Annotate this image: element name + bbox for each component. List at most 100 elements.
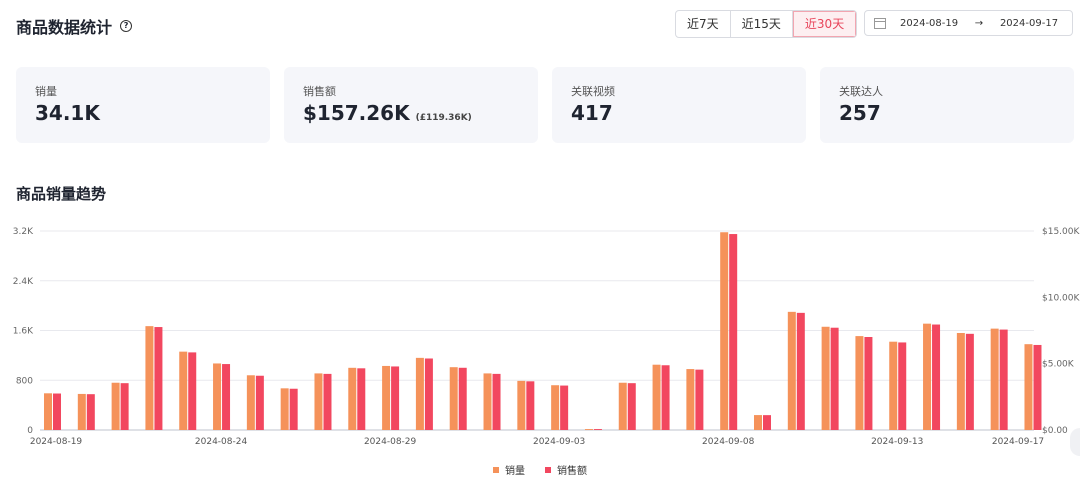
- left-axis-tick-label: 3.2K: [13, 227, 34, 237]
- date-end[interactable]: 2024-09-17: [999, 17, 1059, 29]
- date-arrow-icon: →: [974, 17, 984, 29]
- x-axis-tick-label: 2024-08-19: [30, 437, 83, 447]
- range-selector: 近7天 近15天 近30天: [675, 10, 858, 38]
- stat-card-related-creators: 关联达人 257: [820, 67, 1074, 143]
- scroll-handle[interactable]: [1070, 428, 1080, 456]
- bar-sales-volume: [44, 393, 52, 430]
- range-7-days-button[interactable]: 近7天: [676, 11, 731, 37]
- bar-sales-amount: [593, 429, 602, 430]
- bar-sales-amount: [830, 327, 839, 430]
- page-title-text: 商品数据统计: [16, 18, 113, 37]
- stat-sub-value: (£119.36K): [415, 113, 472, 123]
- stat-value: $157.26K (£119.36K): [303, 101, 472, 125]
- x-axis-tick-label: 2024-09-13: [871, 437, 923, 447]
- right-axis-tick-label: $15.00K: [1042, 227, 1080, 237]
- bar-sales-volume: [77, 393, 86, 430]
- bar-sales-volume: [652, 364, 661, 430]
- bar-sales-amount: [53, 393, 61, 430]
- bar-sales-amount: [932, 324, 941, 430]
- bar-sales-volume: [956, 332, 965, 430]
- bar-sales-amount: [1033, 344, 1042, 430]
- x-axis-tick-label: 2024-09-17: [992, 437, 1044, 447]
- date-range-picker[interactable]: 2024-08-19 → 2024-09-17: [864, 10, 1073, 36]
- bar-sales-volume: [787, 311, 796, 430]
- bar-sales-volume: [720, 232, 729, 430]
- chart-title: 商品销量趋势: [16, 185, 107, 203]
- bar-sales-volume: [111, 382, 120, 430]
- stat-value-text: 34.1K: [35, 101, 100, 125]
- bar-sales-volume: [314, 373, 323, 430]
- bar-sales-amount: [255, 375, 264, 430]
- stat-value-text: $157.26K: [303, 101, 410, 125]
- bar-sales-amount: [729, 234, 738, 430]
- legend-item-sales-amount[interactable]: 销售额: [545, 462, 587, 477]
- stat-card-sales-volume: 销量 34.1K: [16, 67, 270, 143]
- bar-sales-amount: [222, 364, 231, 430]
- bar-sales-volume: [280, 388, 289, 430]
- bar-sales-volume: [517, 380, 526, 430]
- stat-value-text: 417: [571, 101, 613, 125]
- bar-sales-amount: [526, 381, 535, 430]
- legend-swatch: [545, 466, 551, 473]
- stat-label: 销售额: [303, 85, 336, 98]
- page-title: 商品数据统计 ?: [16, 14, 133, 38]
- help-icon[interactable]: ?: [120, 20, 133, 32]
- right-axis-tick-label: $5.00K: [1042, 360, 1075, 370]
- legend-item-sales-volume[interactable]: 销量: [493, 462, 525, 477]
- bar-sales-amount: [965, 333, 974, 430]
- bar-sales-volume: [348, 367, 357, 430]
- bar-sales-amount: [661, 365, 670, 430]
- bar-sales-volume: [754, 415, 762, 430]
- range-30-days-button[interactable]: 近30天: [792, 11, 857, 37]
- bar-sales-volume: [551, 385, 560, 430]
- x-axis-tick-label: 2024-09-03: [533, 437, 585, 447]
- bar-sales-volume: [821, 326, 830, 430]
- bar-sales-volume: [686, 369, 695, 430]
- bar-sales-volume: [382, 365, 391, 430]
- bar-sales-amount: [154, 327, 163, 430]
- bar-sales-amount: [188, 352, 197, 430]
- x-axis-tick-label: 2024-09-08: [702, 437, 755, 447]
- bar-sales-amount: [695, 369, 704, 430]
- bar-sales-volume: [923, 323, 932, 430]
- x-axis-tick-label: 2024-08-29: [364, 437, 417, 447]
- bar-sales-amount: [357, 368, 366, 430]
- stat-label: 关联视频: [571, 85, 615, 98]
- bar-sales-volume: [584, 429, 593, 430]
- bar-sales-amount: [763, 415, 771, 430]
- bar-sales-volume: [415, 357, 424, 430]
- bar-sales-volume: [449, 367, 458, 430]
- bar-sales-volume: [179, 351, 188, 430]
- bar-sales-amount: [458, 367, 467, 430]
- legend-swatch: [493, 466, 499, 473]
- left-axis-tick-label: 1.6K: [13, 327, 34, 337]
- bar-sales-amount: [864, 337, 873, 430]
- bar-sales-volume: [889, 341, 898, 430]
- right-axis-tick-label: $10.00K: [1042, 293, 1080, 303]
- right-axis-tick-label: $0.00: [1042, 426, 1068, 436]
- bar-sales-volume: [990, 328, 999, 430]
- legend-label: 销量: [505, 466, 525, 477]
- left-axis-tick-label: 2.4K: [13, 277, 34, 287]
- date-start[interactable]: 2024-08-19: [900, 17, 959, 29]
- bar-sales-amount: [492, 373, 501, 430]
- calendar-icon: [874, 17, 886, 29]
- bar-sales-volume: [213, 363, 222, 430]
- bar-sales-amount: [424, 358, 433, 430]
- bar-sales-amount: [560, 385, 569, 430]
- stat-label: 销量: [35, 85, 57, 98]
- bar-sales-amount: [391, 366, 400, 430]
- bar-sales-volume: [483, 373, 492, 430]
- sales-trend-chart: 0 800 1.6K 2.4K 3.2K $0.00 $5.00K $10.00K $15.00…: [13, 227, 1080, 447]
- bar-sales-amount: [627, 383, 636, 430]
- left-axis-tick-label: 0: [27, 426, 33, 436]
- stat-value-text: 257: [839, 101, 881, 125]
- stat-value: 34.1K: [35, 101, 100, 125]
- left-axis-tick-label: 800: [16, 376, 33, 386]
- bar-sales-volume: [145, 326, 154, 430]
- bar-sales-amount: [999, 329, 1008, 430]
- x-axis-tick-label: 2024-08-24: [195, 437, 248, 447]
- range-15-days-button[interactable]: 近15天: [731, 11, 793, 37]
- stat-card-sales-amount: 销售额 $157.26K (£119.36K): [284, 67, 538, 143]
- stat-value: 417: [571, 101, 613, 125]
